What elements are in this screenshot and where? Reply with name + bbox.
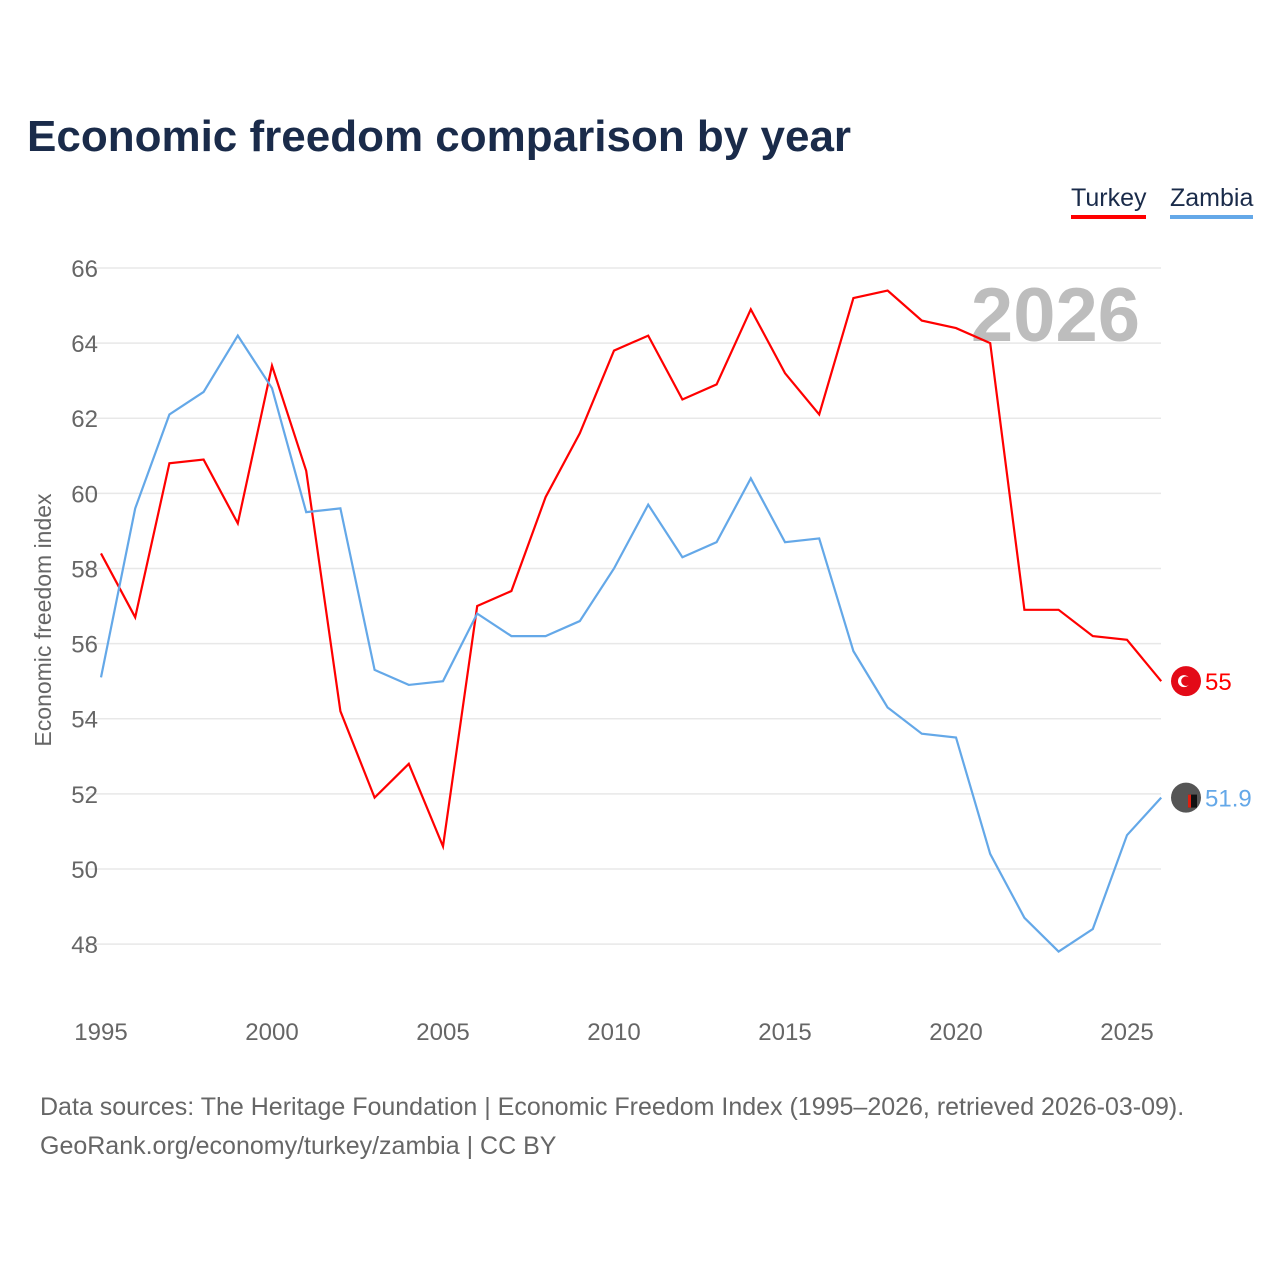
y-tick-label: 56 — [71, 632, 98, 659]
year-annotation: 2026 — [971, 273, 1140, 358]
x-tick-label: 2005 — [416, 1019, 469, 1046]
x-tick-label: 2025 — [1100, 1019, 1153, 1046]
source-line-1: Data sources: The Heritage Foundation | … — [40, 1093, 1185, 1121]
legend-zambia[interactable]: Zambia — [1170, 184, 1254, 219]
y-tick-label: 48 — [71, 932, 98, 959]
x-tick-label: 2000 — [245, 1019, 298, 1046]
x-tick-label: 1995 — [74, 1019, 127, 1046]
x-tick-label: 2015 — [758, 1019, 811, 1046]
flag-stripe-red — [1188, 794, 1191, 808]
y-tick-label: 60 — [71, 481, 98, 508]
flag-crescent-cut — [1181, 676, 1191, 686]
series-line-zambia — [99, 333, 1163, 954]
y-axis-label: Economic freedom index — [30, 493, 56, 747]
end-label-turkey: 55 — [1205, 669, 1232, 696]
end-label-zambia: 51.9 — [1205, 786, 1252, 813]
chart-title: Economic freedom comparison by year — [27, 112, 852, 161]
y-tick-label: 58 — [71, 556, 98, 583]
flag-stripes — [1188, 794, 1197, 808]
x-tick-label: 2010 — [587, 1019, 640, 1046]
y-tick-label: 64 — [71, 331, 98, 358]
y-tick-label: 66 — [71, 256, 98, 283]
legend-turkey[interactable]: Turkey — [1071, 184, 1147, 219]
y-tick-label: 50 — [71, 857, 98, 884]
y-tick-label: 62 — [71, 406, 98, 433]
y-tick-label: 52 — [71, 782, 98, 809]
source-note: Data sources: The Heritage Foundation | … — [40, 1088, 1184, 1166]
series-line-turkey — [100, 289, 1163, 851]
y-tick-label: 54 — [71, 707, 98, 734]
x-tick-label: 2020 — [929, 1019, 982, 1046]
source-line-2[interactable]: GeoRank.org/economy/turkey/zambia | CC B… — [40, 1132, 557, 1160]
